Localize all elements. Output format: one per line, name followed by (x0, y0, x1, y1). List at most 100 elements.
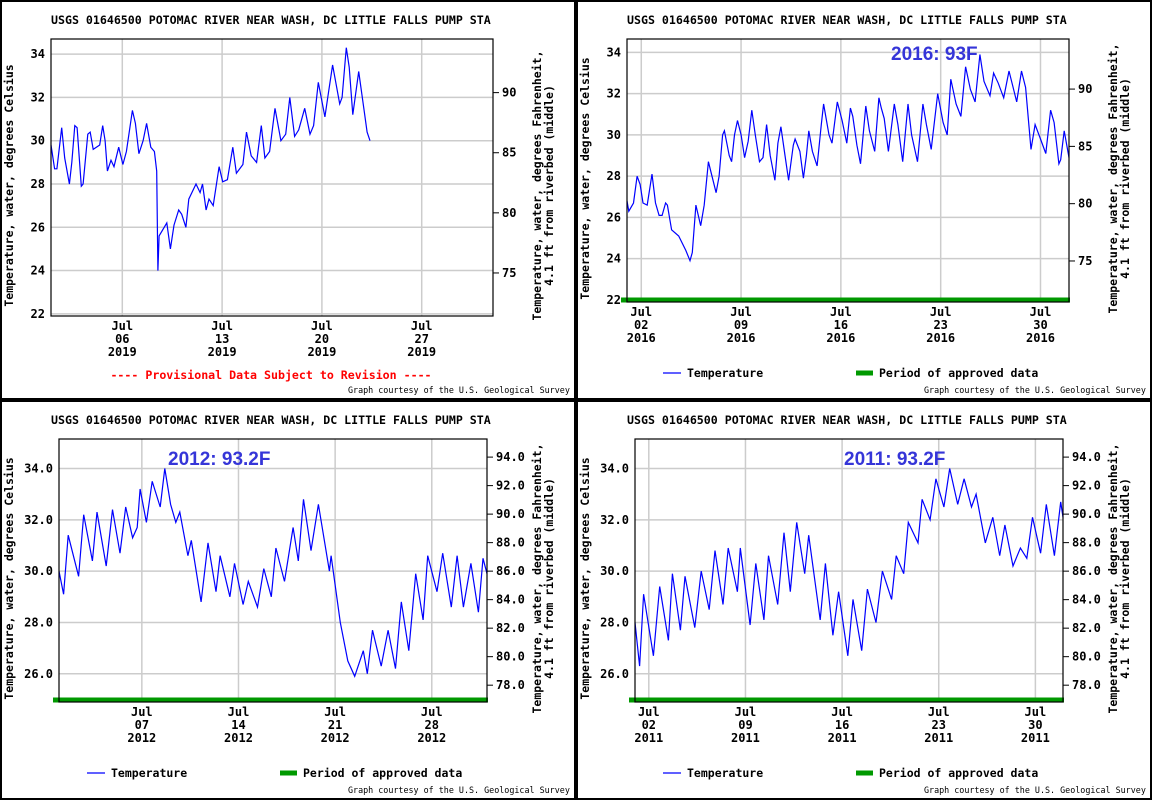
chart-panel: USGS 01646500 POTOMAC RIVER NEAR WASH, D… (0, 400, 576, 800)
panel-border (576, 0, 1152, 400)
y2-tick-label: 78.0 (1072, 678, 1101, 692)
y2-axis-label-line2: 4.1 ft from riverbed (middle) (1118, 478, 1132, 679)
x-tick-label: Jul (831, 705, 853, 719)
y-tick-label: 32.0 (600, 513, 629, 527)
x-tick-label: 2016 (627, 331, 656, 345)
x-tick-label: 02 (634, 318, 648, 332)
x-tick-label: Jul (211, 319, 233, 333)
y2-tick-label: 90.0 (496, 507, 525, 521)
y2-tick-label: 94.0 (1072, 450, 1101, 464)
chart-title: USGS 01646500 POTOMAC RIVER NEAR WASH, D… (51, 413, 491, 427)
legend-temperature-label: Temperature (687, 366, 763, 380)
y-tick-label: 32 (31, 90, 45, 104)
x-tick-label: Jul (411, 319, 433, 333)
y-axis-label: Temperature, water, degrees Celsius (578, 457, 592, 699)
y-tick-label: 22 (31, 307, 45, 321)
y-tick-label: 28 (31, 177, 45, 191)
y2-tick-label: 82.0 (496, 621, 525, 635)
x-tick-label: 2016 (1026, 331, 1055, 345)
x-tick-label: 2016 (727, 331, 756, 345)
y2-axis-label-line2: 4.1 ft from riverbed (middle) (542, 85, 556, 286)
legend-approved-label: Period of approved data (879, 366, 1038, 380)
y2-tick-label: 84.0 (1072, 593, 1101, 607)
x-tick-label: Jul (730, 305, 752, 319)
x-tick-label: 30 (1028, 718, 1042, 732)
chart-svg: USGS 01646500 POTOMAC RIVER NEAR WASH, D… (0, 400, 576, 800)
x-tick-label: Jul (735, 705, 757, 719)
x-tick-label: 06 (115, 332, 129, 346)
x-tick-label: Jul (830, 305, 852, 319)
peak-annotation: 2012: 93.2F (168, 449, 270, 470)
x-tick-label: 30 (1033, 318, 1047, 332)
y-tick-label: 30.0 (24, 564, 53, 578)
x-tick-label: 2016 (926, 331, 955, 345)
x-tick-label: 09 (734, 318, 748, 332)
x-tick-label: Jul (930, 305, 952, 319)
x-tick-label: 2011 (828, 731, 857, 745)
y-tick-label: 22 (607, 293, 621, 307)
y2-tick-label: 90.0 (1072, 507, 1101, 521)
x-tick-label: 23 (933, 318, 947, 332)
x-tick-label: 2019 (407, 345, 436, 359)
x-tick-label: 27 (414, 332, 428, 346)
y2-tick-label: 88.0 (496, 536, 525, 550)
y2-tick-label: 85 (1078, 139, 1092, 153)
x-tick-label: Jul (1030, 305, 1052, 319)
y2-tick-label: 75 (502, 266, 516, 280)
y-axis-label: Temperature, water, degrees Celsius (2, 457, 16, 699)
x-tick-label: 2019 (108, 345, 137, 359)
chart-svg: USGS 01646500 POTOMAC RIVER NEAR WASH, D… (0, 0, 576, 400)
chart-title: USGS 01646500 POTOMAC RIVER NEAR WASH, D… (627, 13, 1067, 27)
y-tick-label: 34 (607, 45, 621, 59)
y2-tick-label: 80.0 (496, 650, 525, 664)
x-tick-label: 16 (835, 718, 849, 732)
y2-tick-label: 80 (1078, 197, 1092, 211)
x-tick-label: Jul (311, 319, 333, 333)
y-tick-label: 26.0 (24, 667, 53, 681)
y-tick-label: 34.0 (600, 462, 629, 476)
legend-temperature-label: Temperature (687, 766, 763, 780)
x-tick-label: 07 (135, 718, 149, 732)
x-tick-label: 2019 (208, 345, 237, 359)
y-tick-label: 28 (607, 169, 621, 183)
provisional-note: ---- Provisional Data Subject to Revisio… (110, 368, 431, 382)
x-tick-label: 2011 (1021, 731, 1050, 745)
y2-tick-label: 75 (1078, 254, 1092, 268)
y-tick-label: 30 (31, 134, 45, 148)
chart-panel: USGS 01646500 POTOMAC RIVER NEAR WASH, D… (576, 0, 1152, 400)
y2-tick-label: 90 (1078, 82, 1092, 96)
footer-credit: Graph courtesy of the U.S. Geological Su… (348, 785, 570, 795)
chart-panel: USGS 01646500 POTOMAC RIVER NEAR WASH, D… (576, 400, 1152, 800)
plot-frame (50, 38, 494, 317)
peak-annotation: 2011: 93.2F (844, 449, 945, 470)
y2-axis-label-line1: Temperature, water, degrees Fahrenheit, (530, 50, 544, 320)
chart-svg: USGS 01646500 POTOMAC RIVER NEAR WASH, D… (576, 0, 1152, 400)
x-tick-label: 2012 (127, 731, 156, 745)
y-tick-label: 34 (31, 47, 45, 61)
y2-tick-label: 80.0 (1072, 650, 1101, 664)
y-tick-label: 32.0 (24, 513, 53, 527)
x-tick-label: Jul (928, 705, 950, 719)
y-tick-label: 30 (607, 128, 621, 142)
y2-tick-label: 94.0 (496, 450, 525, 464)
chart-title: USGS 01646500 POTOMAC RIVER NEAR WASH, D… (627, 413, 1067, 427)
temperature-line (634, 468, 1064, 667)
y2-tick-label: 90 (502, 86, 516, 100)
y-tick-label: 24 (607, 252, 621, 266)
x-tick-label: Jul (324, 705, 346, 719)
y2-tick-label: 88.0 (1072, 536, 1101, 550)
y2-tick-label: 86.0 (1072, 564, 1101, 578)
y-tick-label: 32 (607, 87, 621, 101)
y-axis-label: Temperature, water, degrees Celsius (578, 57, 592, 299)
x-tick-label: Jul (228, 705, 250, 719)
temperature-line (50, 47, 371, 271)
y2-axis-label-line1: Temperature, water, degrees Fahrenheit, (1106, 43, 1120, 313)
x-tick-label: Jul (638, 705, 660, 719)
x-tick-label: 28 (425, 718, 439, 732)
y2-tick-label: 86.0 (496, 564, 525, 578)
x-tick-label: Jul (1025, 705, 1047, 719)
y-tick-label: 28.0 (600, 615, 629, 629)
y2-tick-label: 82.0 (1072, 621, 1101, 635)
legend-temperature-label: Temperature (111, 766, 187, 780)
